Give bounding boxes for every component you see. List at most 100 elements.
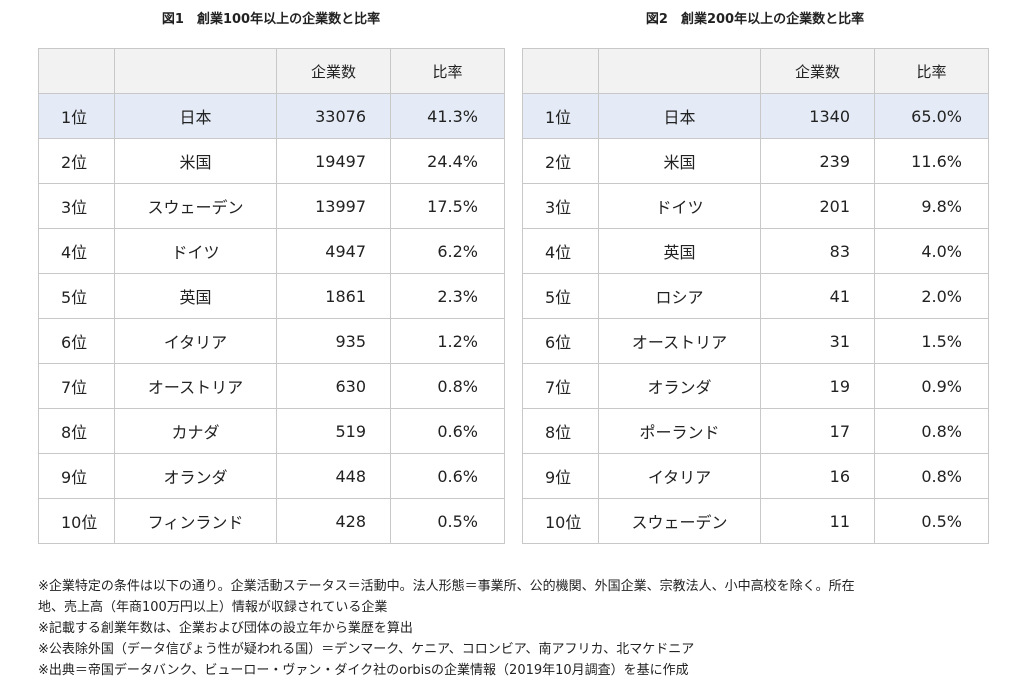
count-cell: 33076: [276, 93, 391, 139]
rank-cell: 2位: [38, 138, 115, 184]
count-cell: 448: [276, 453, 391, 499]
country-cell: オランダ: [114, 453, 277, 499]
table-row: 8位 ポーランド 17 0.8%: [522, 408, 989, 454]
country-cell: 日本: [598, 93, 761, 139]
country-cell: 米国: [598, 138, 761, 184]
table-row: 10位 フィンランド 428 0.5%: [38, 498, 505, 544]
table-row: 5位 ロシア 41 2.0%: [522, 273, 989, 319]
ratio-cell: 2.3%: [390, 273, 505, 319]
rank-cell: 9位: [38, 453, 115, 499]
count-cell: 428: [276, 498, 391, 544]
figure-2: 図2 創業200年以上の企業数と比率 企業数 比率 1位 日本 1340 65.0% 2…: [522, 8, 989, 544]
table-row: 5位 英国 1861 2.3%: [38, 273, 505, 319]
country-cell: オランダ: [598, 363, 761, 409]
ratio-cell: 4.0%: [874, 228, 989, 274]
rank-cell: 10位: [38, 498, 115, 544]
ratio-cell: 11.6%: [874, 138, 989, 184]
header-rank: [38, 48, 115, 94]
table-row: 1位 日本 1340 65.0%: [522, 93, 989, 139]
country-cell: イタリア: [598, 453, 761, 499]
country-cell: スウェーデン: [114, 183, 277, 229]
count-cell: 201: [760, 183, 875, 229]
count-cell: 4947: [276, 228, 391, 274]
figure-1-title: 図1 創業100年以上の企業数と比率: [161, 12, 381, 27]
count-cell: 11: [760, 498, 875, 544]
count-cell: 519: [276, 408, 391, 454]
table-header-row: 企業数 比率: [522, 48, 989, 94]
ratio-cell: 0.6%: [390, 453, 505, 499]
figure-1-table: 企業数 比率 1位 日本 33076 41.3% 2位 米国 19497 24.4% 3位 スウェ…: [38, 48, 505, 544]
table-row: 10位 スウェーデン 11 0.5%: [522, 498, 989, 544]
country-cell: 日本: [114, 93, 277, 139]
country-cell: 英国: [114, 273, 277, 319]
table-row: 3位 スウェーデン 13997 17.5%: [38, 183, 505, 229]
footnote-line: ※出典＝帝国データバンク、ビューロー・ヴァン・ダイク社のorbisの企業情報（2…: [38, 663, 689, 678]
rank-cell: 1位: [38, 93, 115, 139]
ratio-cell: 1.2%: [390, 318, 505, 364]
figure-1: 図1 創業100年以上の企業数と比率 企業数 比率 1位 日本 33076 41.3%…: [38, 8, 505, 544]
rank-cell: 5位: [38, 273, 115, 319]
table-row: 6位 オーストリア 31 1.5%: [522, 318, 989, 364]
country-cell: ドイツ: [114, 228, 277, 274]
footnote-line: ※企業特定の条件は以下の通り。企業活動ステータス＝活動中。法人形態＝事業所、公的…: [38, 579, 855, 594]
table-row: 4位 ドイツ 4947 6.2%: [38, 228, 505, 274]
count-cell: 83: [760, 228, 875, 274]
count-cell: 13997: [276, 183, 391, 229]
country-cell: 米国: [114, 138, 277, 184]
count-cell: 630: [276, 363, 391, 409]
country-cell: スウェーデン: [598, 498, 761, 544]
ratio-cell: 0.8%: [390, 363, 505, 409]
table-row: 2位 米国 239 11.6%: [522, 138, 989, 184]
count-cell: 239: [760, 138, 875, 184]
rank-cell: 7位: [38, 363, 115, 409]
ratio-cell: 0.5%: [874, 498, 989, 544]
count-cell: 31: [760, 318, 875, 364]
table-row: 6位 イタリア 935 1.2%: [38, 318, 505, 364]
rank-cell: 7位: [522, 363, 599, 409]
table-row: 7位 オーストリア 630 0.8%: [38, 363, 505, 409]
ratio-cell: 1.5%: [874, 318, 989, 364]
country-cell: 英国: [598, 228, 761, 274]
header-country: [598, 48, 761, 94]
rank-cell: 3位: [38, 183, 115, 229]
rank-cell: 6位: [38, 318, 115, 364]
rank-cell: 6位: [522, 318, 599, 364]
figure-2-title: 図2 創業200年以上の企業数と比率: [645, 12, 865, 27]
rank-cell: 1位: [522, 93, 599, 139]
count-cell: 41: [760, 273, 875, 319]
ratio-cell: 6.2%: [390, 228, 505, 274]
table-row: 7位 オランダ 19 0.9%: [522, 363, 989, 409]
rank-cell: 9位: [522, 453, 599, 499]
country-cell: イタリア: [114, 318, 277, 364]
header-ratio: 比率: [390, 48, 505, 94]
rank-cell: 4位: [38, 228, 115, 274]
table-row: 2位 米国 19497 24.4%: [38, 138, 505, 184]
ratio-cell: 65.0%: [874, 93, 989, 139]
rank-cell: 4位: [522, 228, 599, 274]
ratio-cell: 41.3%: [390, 93, 505, 139]
ratio-cell: 0.5%: [390, 498, 505, 544]
ratio-cell: 0.6%: [390, 408, 505, 454]
footnote-line: 地、売上高（年商100万円以上）情報が収録されている企業: [38, 600, 388, 615]
count-cell: 19: [760, 363, 875, 409]
ratio-cell: 24.4%: [390, 138, 505, 184]
table-row: 8位 カナダ 519 0.6%: [38, 408, 505, 454]
country-cell: カナダ: [114, 408, 277, 454]
country-cell: ポーランド: [598, 408, 761, 454]
ratio-cell: 9.8%: [874, 183, 989, 229]
table-header-row: 企業数 比率: [38, 48, 505, 94]
ratio-cell: 0.9%: [874, 363, 989, 409]
header-count: 企業数: [760, 48, 875, 94]
country-cell: オーストリア: [598, 318, 761, 364]
footnotes: ※企業特定の条件は以下の通り。企業活動ステータス＝活動中。法人形態＝事業所、公的…: [38, 576, 988, 681]
rank-cell: 10位: [522, 498, 599, 544]
rank-cell: 3位: [522, 183, 599, 229]
table-row: 4位 英国 83 4.0%: [522, 228, 989, 274]
header-ratio: 比率: [874, 48, 989, 94]
header-rank: [522, 48, 599, 94]
rank-cell: 2位: [522, 138, 599, 184]
table-row: 3位 ドイツ 201 9.8%: [522, 183, 989, 229]
country-cell: ドイツ: [598, 183, 761, 229]
count-cell: 19497: [276, 138, 391, 184]
figure-2-table: 企業数 比率 1位 日本 1340 65.0% 2位 米国 239 11.6% 3位 ドイツ 201…: [522, 48, 989, 544]
